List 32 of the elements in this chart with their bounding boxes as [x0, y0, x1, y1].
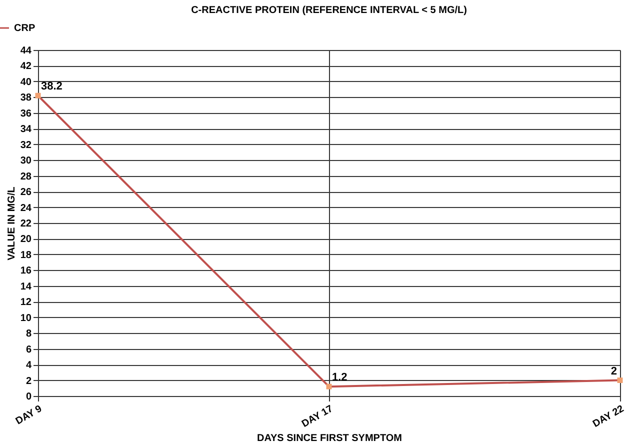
chart-title: C-REACTIVE PROTEIN (REFERENCE INTERVAL < 5 MG/L)	[191, 5, 467, 16]
y-tick-label: 12	[20, 297, 32, 308]
y-tick-label: 4	[26, 360, 32, 372]
y-tick-label: 24	[20, 202, 32, 214]
y-tick-label: 28	[20, 171, 32, 182]
y-tick-label: 22	[20, 218, 32, 230]
y-tick-label: 18	[20, 250, 32, 261]
y-tick-label: 36	[20, 108, 32, 120]
y-tick-label: 26	[20, 187, 32, 198]
x-tick-label: DAY 17	[300, 403, 336, 430]
data-label: 38.2	[41, 80, 62, 93]
y-tick-label: 30	[20, 156, 32, 167]
x-axis-title: DAYS SINCE FIRST SYMPTOM	[256, 433, 402, 444]
y-tick-label: 2	[26, 376, 32, 387]
y-tick-label: 16	[20, 266, 32, 277]
legend-label: CRP	[14, 23, 36, 34]
y-tick-label: 10	[20, 312, 32, 324]
y-tick-label: 20	[20, 234, 32, 246]
y-tick-label: 8	[26, 328, 32, 340]
x-tick-label: DAY 22	[591, 403, 626, 430]
y-tick-label: 34	[20, 124, 32, 136]
data-label: 2	[610, 365, 617, 378]
y-tick-label: 42	[20, 61, 32, 72]
y-tick-label: 38	[20, 92, 32, 104]
y-tick-label: 44	[20, 46, 32, 56]
y-axis-title: VALUE IN MG/L	[6, 186, 18, 260]
y-tick-label: 14	[20, 281, 32, 292]
x-tick-label: DAY 9	[14, 403, 44, 428]
y-tick-label: 32	[20, 140, 32, 151]
y-tick-label: 0	[26, 392, 32, 402]
y-tick-label: 6	[26, 344, 32, 356]
y-tick-label: 40	[20, 76, 32, 88]
